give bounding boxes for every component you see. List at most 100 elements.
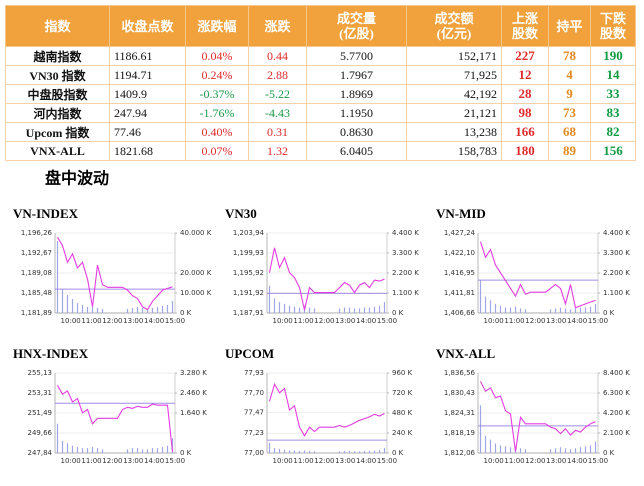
y2-tick-label: 4.400 K [392, 229, 419, 237]
table-row: 河内指数 247.94 -1.76% -4.43 1.1950 21,121 98 73 83 [5, 103, 636, 123]
index-table: 指数 收盘点数 涨跌幅 涨跌 成交量 (亿股) 成交额 (亿元) 上涨 股数 持平 下跌 股数 … [5, 5, 636, 161]
x-tick-label: 12:00 [102, 317, 122, 325]
y2-tick-label: 6.300 K [603, 389, 630, 397]
x-tick-label: 13:00 [546, 457, 566, 465]
volume-bar [484, 296, 487, 313]
volume-bar [353, 451, 356, 453]
volume-bar [288, 450, 291, 453]
y2-tick-label: 0 K [392, 449, 404, 457]
section-title: 盘中波动 [45, 169, 109, 188]
volume-bar [71, 299, 74, 313]
table-cell: 1.32 [248, 141, 307, 161]
x-tick-label: 10:00 [273, 317, 293, 325]
volume-bar [484, 435, 487, 453]
volume-bar [268, 443, 271, 453]
x-tick-label: 15:00 [588, 457, 608, 465]
x-tick-label: 15:00 [377, 317, 397, 325]
volume-bar [559, 447, 562, 453]
volume-bar [499, 445, 502, 453]
table-row: VN30 指数 1194.71 0.24% 2.88 1.7967 71,925 12 4 14 [5, 65, 636, 85]
table-row: 中盘股指数 1409.9 -0.37% -5.22 1.8969 42,192 28 9 33 [5, 84, 636, 104]
volume-bar [156, 448, 159, 453]
table-cell: 14 [590, 65, 636, 85]
volume-bar [594, 303, 597, 313]
volume-bar [293, 450, 296, 453]
volume-bar [166, 305, 169, 313]
volume-bar [278, 448, 281, 453]
volume-bar [61, 289, 64, 313]
x-tick-label: 14:00 [567, 317, 587, 325]
table-cell: VNX-ALL [5, 141, 110, 161]
x-tick-label: 14:00 [356, 457, 376, 465]
volume-bar [308, 307, 311, 313]
chart-title: VNX-ALL [436, 346, 496, 361]
y2-tick-label: 240 K [392, 429, 413, 437]
table-cell: 1194.71 [109, 65, 186, 85]
chart-title: VN-INDEX [13, 206, 79, 221]
volume-bar [146, 449, 149, 453]
volume-bar [156, 307, 159, 313]
x-tick-label: 11:00 [504, 317, 524, 325]
volume-bar [554, 308, 557, 313]
volume-bar [383, 302, 386, 313]
volume-bar [579, 447, 582, 453]
x-tick-label: 14:00 [144, 317, 164, 325]
volume-bar [76, 446, 79, 453]
y2-tick-label: 8.400 K [603, 369, 630, 377]
volume-bar [313, 308, 316, 313]
y-tick-label: 77,00 [244, 449, 264, 457]
y2-tick-label: 960 K [392, 369, 413, 377]
x-tick-label: 10:00 [484, 457, 504, 465]
y2-tick-label: 0 K [392, 309, 404, 317]
header-cell: 持平 [548, 5, 591, 47]
volume-bar [519, 308, 522, 313]
y2-tick-label: 2.460 K [180, 389, 207, 397]
volume-bar [136, 448, 139, 453]
y-tick-label: 249,66 [28, 429, 53, 437]
y-tick-label: 1,427,24 [444, 229, 476, 237]
chart-title: VN-MID [436, 206, 486, 221]
chart-title: HNX-INDEX [13, 346, 89, 361]
volume-bar [549, 309, 552, 313]
y2-tick-label: 4.200 K [603, 409, 630, 417]
volume-bar [151, 448, 154, 453]
x-tick-label: 10:00 [484, 317, 504, 325]
table-row: 越南指数 1186.61 0.04% 0.44 5.7700 152,171 227 78 19… [5, 46, 636, 66]
volume-bar [298, 450, 301, 453]
volume-bar [363, 307, 366, 313]
volume-bar [313, 451, 316, 453]
y-tick-label: 1,818,19 [444, 429, 475, 437]
y-tick-label: 1,411,81 [444, 289, 475, 297]
price-line [57, 236, 173, 311]
table-row: VNX-ALL 1821.68 0.07% 1.32 6.0405 158,783 180 8… [5, 141, 636, 161]
table-cell: 0.44 [248, 46, 307, 66]
volume-bar [499, 305, 502, 313]
chart-title: VN30 [225, 206, 257, 221]
x-tick-label: 11:00 [293, 457, 313, 465]
volume-bar [348, 307, 351, 313]
y2-tick-label: 480 K [392, 409, 413, 417]
table-cell: -5.22 [248, 84, 307, 104]
x-tick-label: 12:00 [314, 317, 334, 325]
volume-bar [76, 303, 79, 313]
volume-bar [358, 308, 361, 313]
table-cell: 77.46 [109, 122, 186, 142]
x-tick-label: 13:00 [335, 457, 355, 465]
volume-bar [373, 306, 376, 313]
y-tick-label: 251,49 [28, 409, 53, 417]
volume-bar [564, 308, 567, 313]
volume-bar [584, 307, 587, 313]
volume-bar [91, 306, 94, 313]
y2-tick-label: 2.200 K [392, 269, 419, 277]
volume-bar [81, 448, 84, 453]
y-tick-label: 1,192,67 [21, 249, 52, 257]
table-cell: 2.88 [248, 65, 307, 85]
y-tick-label: 1,422,10 [444, 249, 475, 257]
volume-bar [91, 446, 94, 453]
volume-bar [288, 305, 291, 313]
volume-bar [564, 448, 567, 453]
volume-bar [569, 309, 572, 313]
x-tick-label: 13:00 [335, 317, 355, 325]
x-tick-label: 10:00 [61, 317, 81, 325]
